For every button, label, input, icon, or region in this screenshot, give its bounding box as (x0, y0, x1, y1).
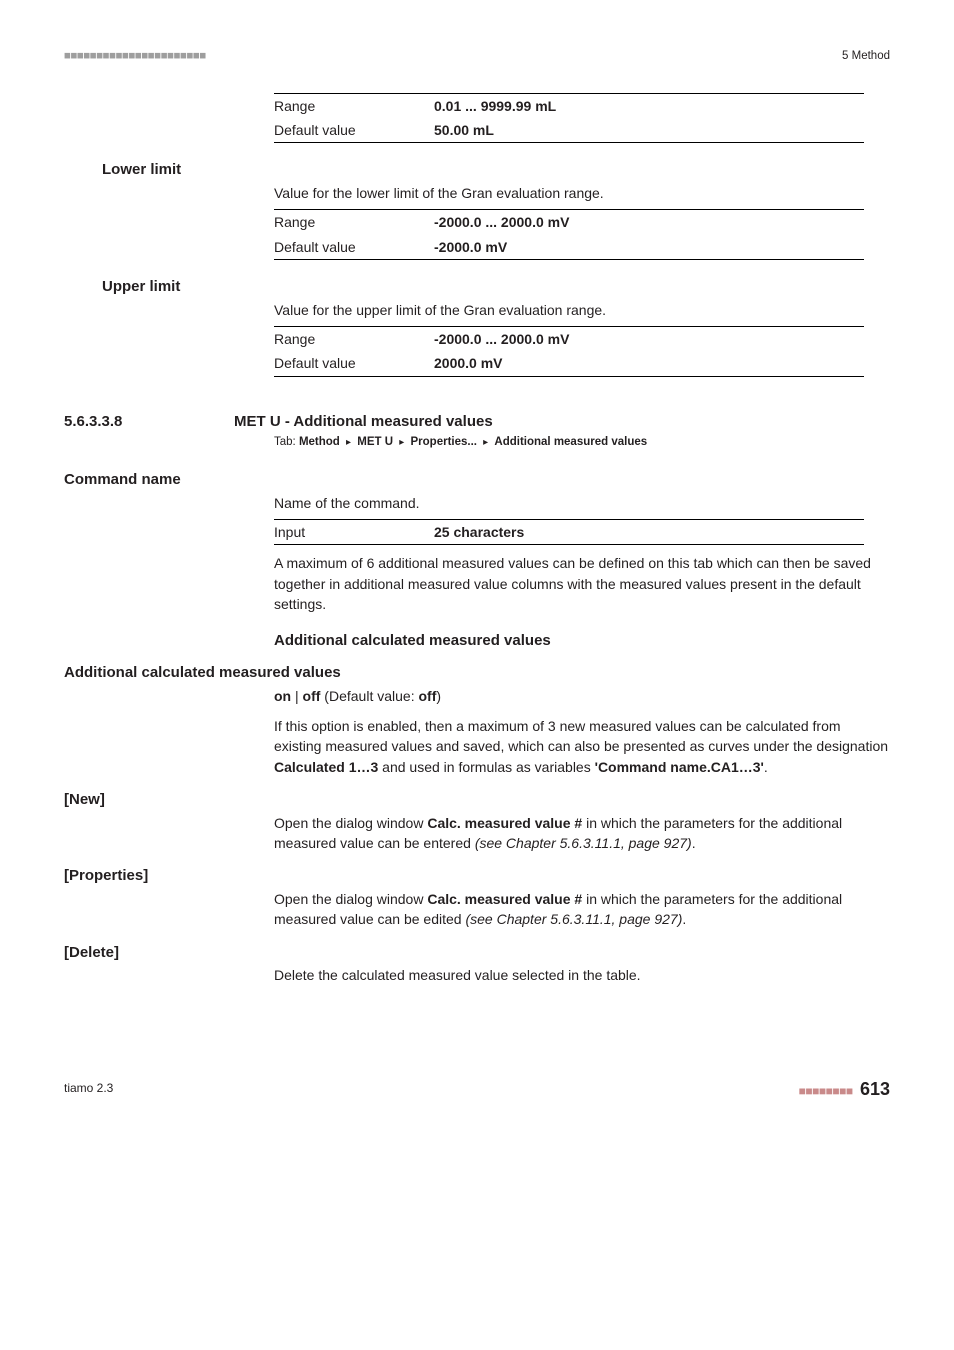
default-value: 2000.0 mV (434, 353, 503, 373)
toggle-default-open: (Default value: (320, 688, 418, 704)
toggle-off: off (303, 688, 321, 704)
input-key: Input (274, 522, 434, 542)
page-header: ■■■■■■■■■■■■■■■■■■■■■■ 5 Method (64, 48, 890, 65)
command-paragraph: A maximum of 6 additional measured value… (274, 553, 890, 614)
command-input-table: Input 25 characters (274, 519, 864, 545)
delete-button-desc: Delete the calculated measured value sel… (274, 965, 890, 985)
text-italic: (see Chapter 5.6.3.11.1, page 927) (475, 835, 692, 851)
text-fragment: . (682, 911, 686, 927)
toggle-default-close: ) (436, 688, 441, 704)
table-row: Input 25 characters (274, 520, 864, 544)
additional-label: Additional calculated measured values (64, 662, 890, 684)
upper-limit-label: Upper limit (102, 276, 890, 298)
range-value: -2000.0 ... 2000.0 mV (434, 329, 569, 349)
tab-breadcrumb: Tab: Method ▸ MET U ▸ Properties... ▸ Ad… (274, 434, 890, 451)
breadcrumb-arrow-icon: ▸ (346, 436, 351, 451)
range-value: -2000.0 ... 2000.0 mV (434, 212, 569, 232)
breadcrumb-part: Additional measured values (494, 436, 647, 448)
range-key: Range (274, 329, 434, 349)
footer-dashes: ■■■■■■■■ (799, 1084, 853, 1098)
text-bold: 'Command name.CA1…3' (595, 759, 764, 775)
text-bold: Calculated 1…3 (274, 759, 378, 775)
table-row: Default value 2000.0 mV (274, 351, 864, 375)
text-fragment: Open the dialog window (274, 815, 427, 831)
upper-limit-table: Range -2000.0 ... 2000.0 mV Default valu… (274, 326, 864, 377)
text-fragment: and used in formulas as variables (378, 759, 594, 775)
lower-limit-desc: Value for the lower limit of the Gran ev… (274, 183, 890, 203)
text-fragment: Open the dialog window (274, 891, 427, 907)
text-fragment: . (764, 759, 768, 775)
default-value: -2000.0 mV (434, 237, 507, 257)
lower-limit-table: Range -2000.0 ... 2000.0 mV Default valu… (274, 209, 864, 260)
text-bold: Calc. measured value # (427, 891, 582, 907)
default-value: 50.00 mL (434, 120, 494, 140)
command-name-label: Command name (64, 469, 890, 491)
breadcrumb-part: MET U (357, 436, 393, 448)
breadcrumb-part: Properties... (411, 436, 477, 448)
breadcrumb-arrow-icon: ▸ (483, 436, 488, 451)
breadcrumb-part: Method (299, 436, 340, 448)
new-button-desc: Open the dialog window Calc. measured va… (274, 813, 890, 854)
toggle-on: on (274, 688, 291, 704)
header-chapter: 5 Method (842, 48, 890, 65)
text-fragment: . (692, 835, 696, 851)
breadcrumb-arrow-icon: ▸ (399, 436, 404, 451)
section-number: 5.6.3.3.8 (64, 411, 234, 433)
delete-button-label: [Delete] (64, 942, 890, 964)
toggle-default-value: off (418, 688, 436, 704)
table-row: Default value 50.00 mL (274, 118, 864, 142)
toggle-default-line: on | off (Default value: off) (274, 686, 890, 706)
range-value: 0.01 ... 9999.99 mL (434, 96, 556, 116)
range-key: Range (274, 212, 434, 232)
table-row: Range -2000.0 ... 2000.0 mV (274, 327, 864, 351)
range-key: Range (274, 96, 434, 116)
properties-button-desc: Open the dialog window Calc. measured va… (274, 889, 890, 930)
default-key: Default value (274, 120, 434, 140)
table-row: Range -2000.0 ... 2000.0 mV (274, 210, 864, 234)
header-dashes: ■■■■■■■■■■■■■■■■■■■■■■ (64, 48, 206, 65)
toggle-separator: | (291, 688, 302, 704)
range-table-volume: Range 0.01 ... 9999.99 mL Default value … (274, 93, 864, 144)
text-italic: (see Chapter 5.6.3.11.1, page 927) (465, 911, 682, 927)
additional-heading: Additional calculated measured values (274, 630, 890, 652)
section-heading: 5.6.3.3.8 MET U - Additional measured va… (64, 411, 890, 433)
new-button-label: [New] (64, 789, 890, 811)
page-footer: tiamo 2.3 ■■■■■■■■ 613 (64, 1076, 890, 1102)
table-row: Default value -2000.0 mV (274, 235, 864, 259)
default-key: Default value (274, 237, 434, 257)
upper-limit-desc: Value for the upper limit of the Gran ev… (274, 300, 890, 320)
input-value: 25 characters (434, 522, 524, 542)
properties-button-label: [Properties] (64, 865, 890, 887)
table-row: Range 0.01 ... 9999.99 mL (274, 94, 864, 118)
lower-limit-label: Lower limit (102, 159, 890, 181)
section-title: MET U - Additional measured values (234, 411, 493, 433)
tab-label: Tab: (274, 436, 296, 448)
footer-product: tiamo 2.3 (64, 1080, 113, 1097)
default-key: Default value (274, 353, 434, 373)
additional-paragraph: If this option is enabled, then a maximu… (274, 716, 890, 777)
page-number: 613 (860, 1079, 890, 1099)
text-fragment: If this option is enabled, then a maximu… (274, 718, 888, 754)
command-name-desc: Name of the command. (274, 493, 890, 513)
text-bold: Calc. measured value # (427, 815, 582, 831)
footer-pageblock: ■■■■■■■■ 613 (799, 1076, 890, 1102)
